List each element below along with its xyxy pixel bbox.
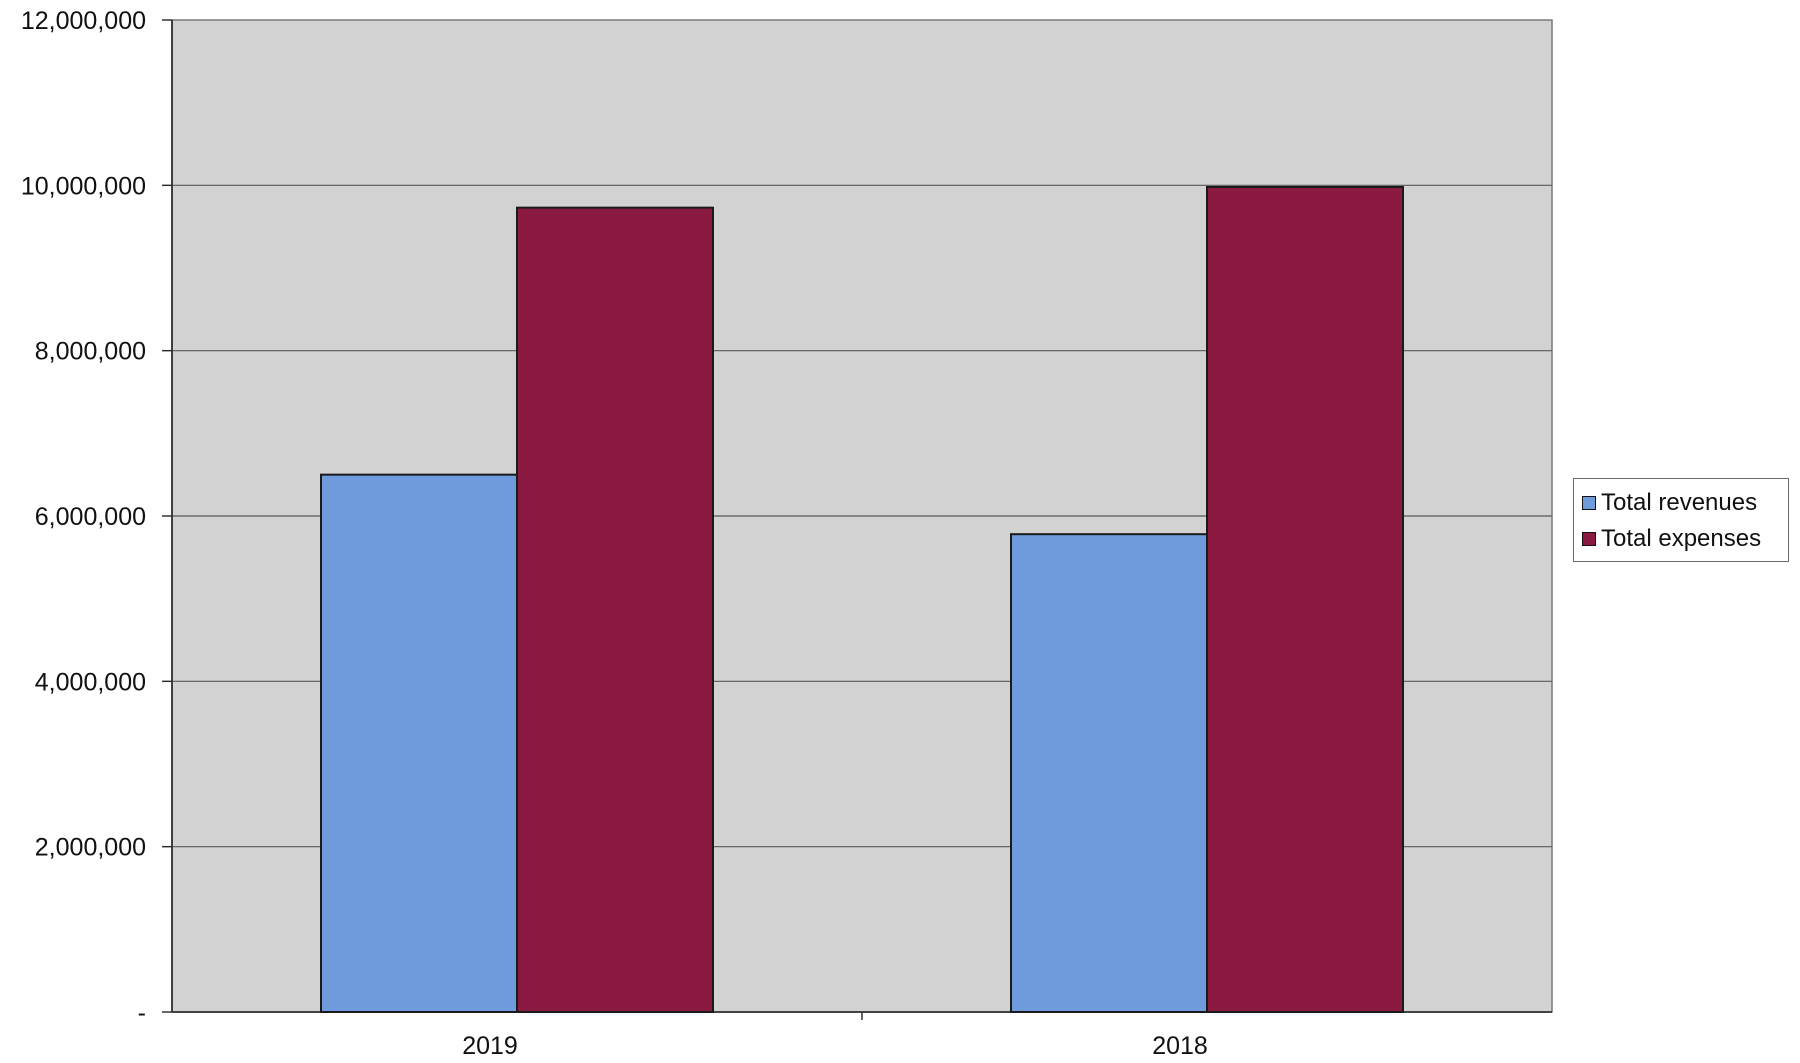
bar-total-expenses-2019 — [516, 206, 714, 1014]
legend: Total revenues Total expenses — [1573, 478, 1789, 562]
y-tick-label-6: 12,000,000 — [21, 7, 146, 35]
x-tick-label-2019: 2019 — [462, 1032, 518, 1060]
legend-item-total-expenses: Total expenses — [1582, 521, 1780, 557]
legend-label-total-expenses: Total expenses — [1601, 525, 1762, 552]
bar-total-expenses-2018 — [1206, 185, 1404, 1013]
y-tick-label-3: 6,000,000 — [35, 503, 146, 531]
bar-total-revenues-2019 — [320, 473, 518, 1013]
legend-label-total-revenues: Total revenues — [1601, 489, 1758, 516]
legend-item-total-revenues: Total revenues — [1582, 485, 1780, 521]
y-tick-label-1: 2,000,000 — [35, 834, 146, 862]
y-tick-label-4: 8,000,000 — [35, 338, 146, 366]
y-tick-label-5: 10,000,000 — [21, 172, 146, 200]
x-tick-label-2018: 2018 — [1152, 1032, 1208, 1060]
bar-total-revenues-2018 — [1010, 533, 1208, 1013]
y-tick-label-0: - — [138, 999, 146, 1027]
legend-swatch-total-expenses — [1582, 532, 1596, 546]
y-tick-label-2: 4,000,000 — [35, 668, 146, 696]
legend-swatch-total-revenues — [1582, 496, 1596, 510]
